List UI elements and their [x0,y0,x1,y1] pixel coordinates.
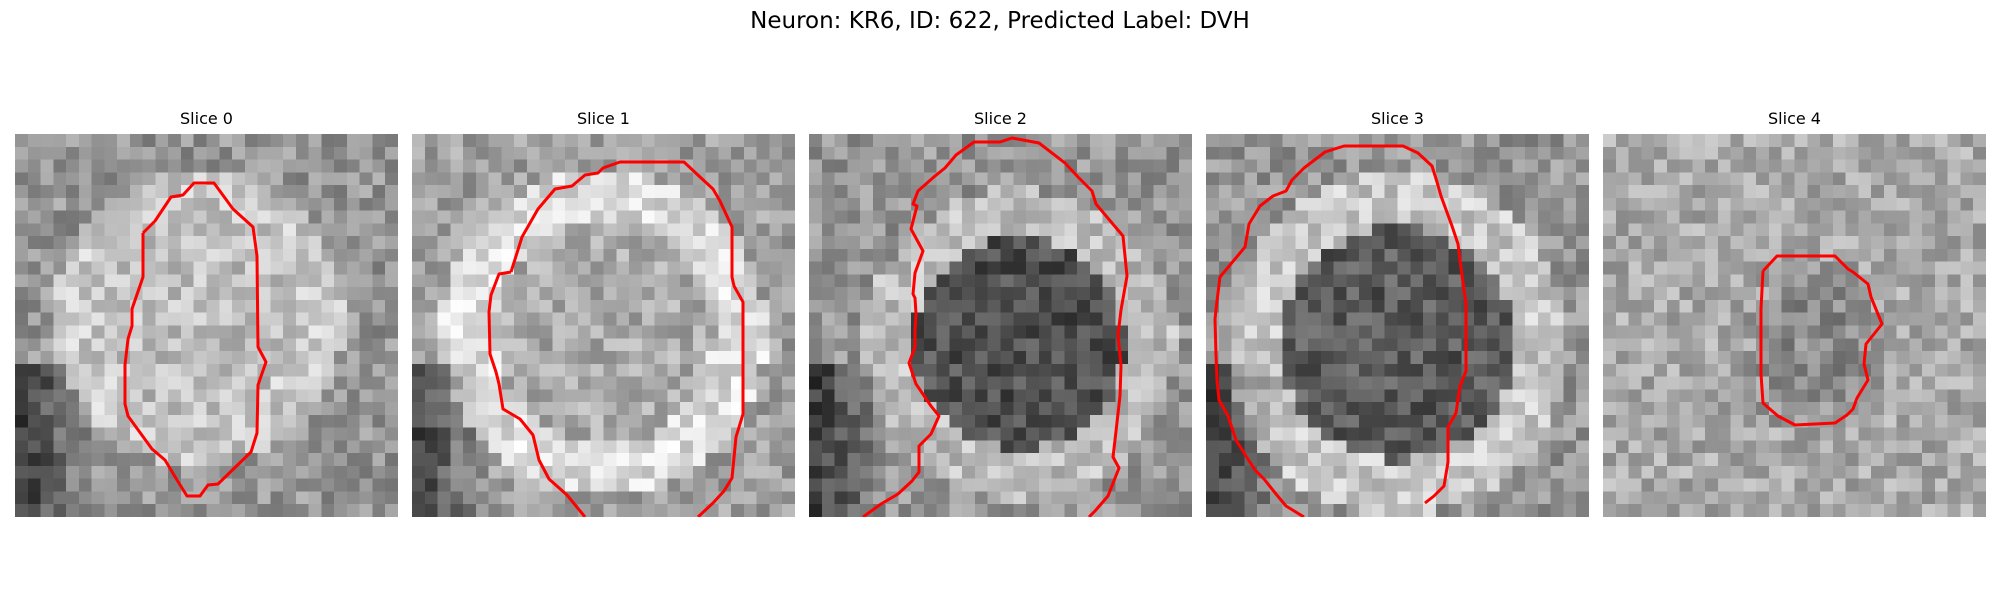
roi-contour [862,136,1129,517]
slice-title: Slice 4 [1768,109,1821,128]
slice-texture [412,134,795,517]
slice-panel-2: Slice 2 [809,108,1192,517]
slice-title: Slice 0 [180,109,233,128]
figure-title: Neuron: KR6, ID: 622, Predicted Label: D… [750,8,1250,34]
slice-title: Slice 1 [577,109,630,128]
slice-texture [1603,134,1986,517]
slice-title: Slice 3 [1371,109,1424,128]
roi-contour [487,160,745,517]
roi-contour [1759,254,1884,427]
slice-image-1 [412,134,795,517]
slice-panel-3: Slice 3 [1206,108,1589,517]
slice-texture [15,134,398,517]
roi-contour [1213,144,1468,517]
slice-panel-0: Slice 0 [15,108,398,517]
slice-image-2 [809,134,1192,517]
roi-contour [123,181,268,498]
slice-texture [809,134,1192,517]
slice-image-0 [15,134,398,517]
slice-panel-1: Slice 1 [412,108,795,517]
slice-title: Slice 2 [974,109,1027,128]
slice-image-4 [1603,134,1986,517]
slice-panel-4: Slice 4 [1603,108,1986,517]
slice-image-3 [1206,134,1589,517]
